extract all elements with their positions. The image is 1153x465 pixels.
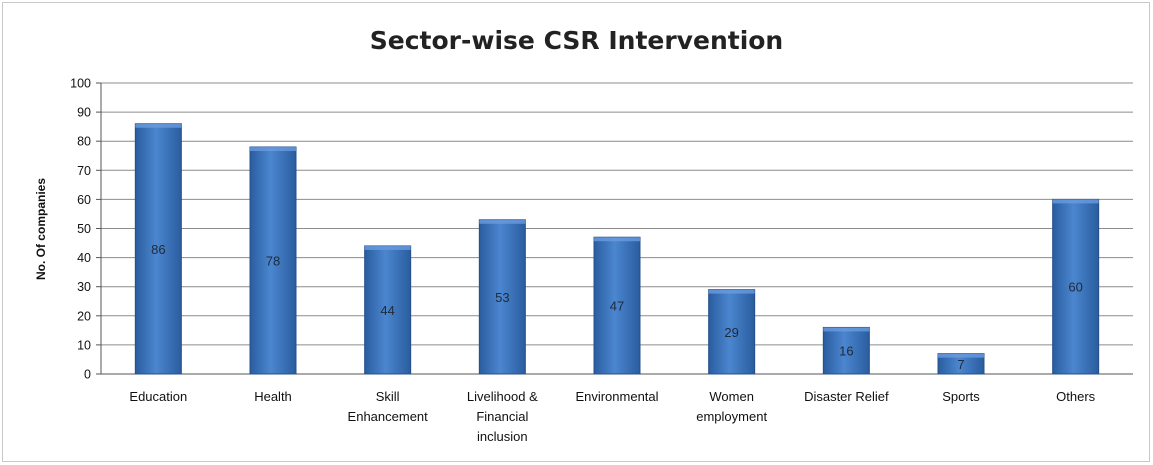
data-label: 86 (151, 242, 165, 257)
data-label: 53 (495, 290, 509, 305)
bars (134, 123, 1100, 375)
x-tick-label: Women (709, 389, 754, 404)
bar-livelihood-financial-inclusion (478, 219, 526, 375)
x-tick-label: inclusion (477, 429, 528, 444)
x-tick-label: Sports (942, 389, 980, 404)
bar-top-highlight (938, 353, 984, 358)
data-label: 44 (380, 303, 394, 318)
bar-top-highlight (594, 237, 640, 242)
x-tick-label: Livelihood & (467, 389, 538, 404)
labels: 0 10 20 30 40 50 60 70 80 90 100 86 Education 78 Healt… (70, 77, 1096, 445)
data-label: 60 (1068, 280, 1082, 295)
bar-top-highlight (135, 123, 182, 128)
data-label: 16 (839, 344, 853, 359)
bar-environmental (593, 236, 641, 375)
bar-top-highlight (364, 245, 411, 250)
y-tick-label: 30 (77, 280, 91, 294)
x-tick-label: Disaster Relief (804, 389, 889, 404)
x-tick-label: Environmental (575, 389, 658, 404)
chart-title: Sector-wise CSR Intervention (369, 26, 784, 55)
y-tick-label: 60 (77, 193, 91, 207)
data-label: 7 (957, 357, 964, 372)
data-label: 47 (610, 299, 624, 314)
y-tick-label: 10 (77, 338, 91, 352)
y-tick-label: 50 (77, 222, 91, 236)
bar-top-highlight (250, 147, 296, 152)
y-tick-label: 20 (77, 309, 91, 323)
x-tick-label: employment (696, 409, 767, 424)
bar-top-highlight (708, 289, 755, 294)
bar-health (249, 146, 297, 375)
bar-top-highlight (823, 327, 870, 332)
bar-top-highlight (479, 219, 526, 224)
bar-others (1052, 198, 1100, 375)
y-tick-label: 90 (77, 106, 91, 120)
bar-skill-enhancement (364, 245, 412, 375)
x-tick-label: Health (254, 389, 292, 404)
y-tick-label: 70 (77, 164, 91, 178)
x-tick-label: Skill (376, 389, 400, 404)
data-label: 78 (266, 254, 280, 269)
x-tick-label: Others (1056, 389, 1096, 404)
data-label: 29 (724, 325, 738, 340)
bar-education (134, 123, 182, 375)
x-tick-label: Financial (476, 409, 528, 424)
bar-top-highlight (1052, 199, 1099, 204)
y-tick-label: 40 (77, 251, 91, 265)
x-tick-label: Education (129, 389, 187, 404)
x-tick-label: Enhancement (348, 409, 429, 424)
y-tick-label: 80 (77, 135, 91, 149)
y-tick-label: 100 (70, 77, 91, 91)
bar-women-employment (708, 289, 756, 375)
y-tick-label: 0 (84, 368, 91, 382)
